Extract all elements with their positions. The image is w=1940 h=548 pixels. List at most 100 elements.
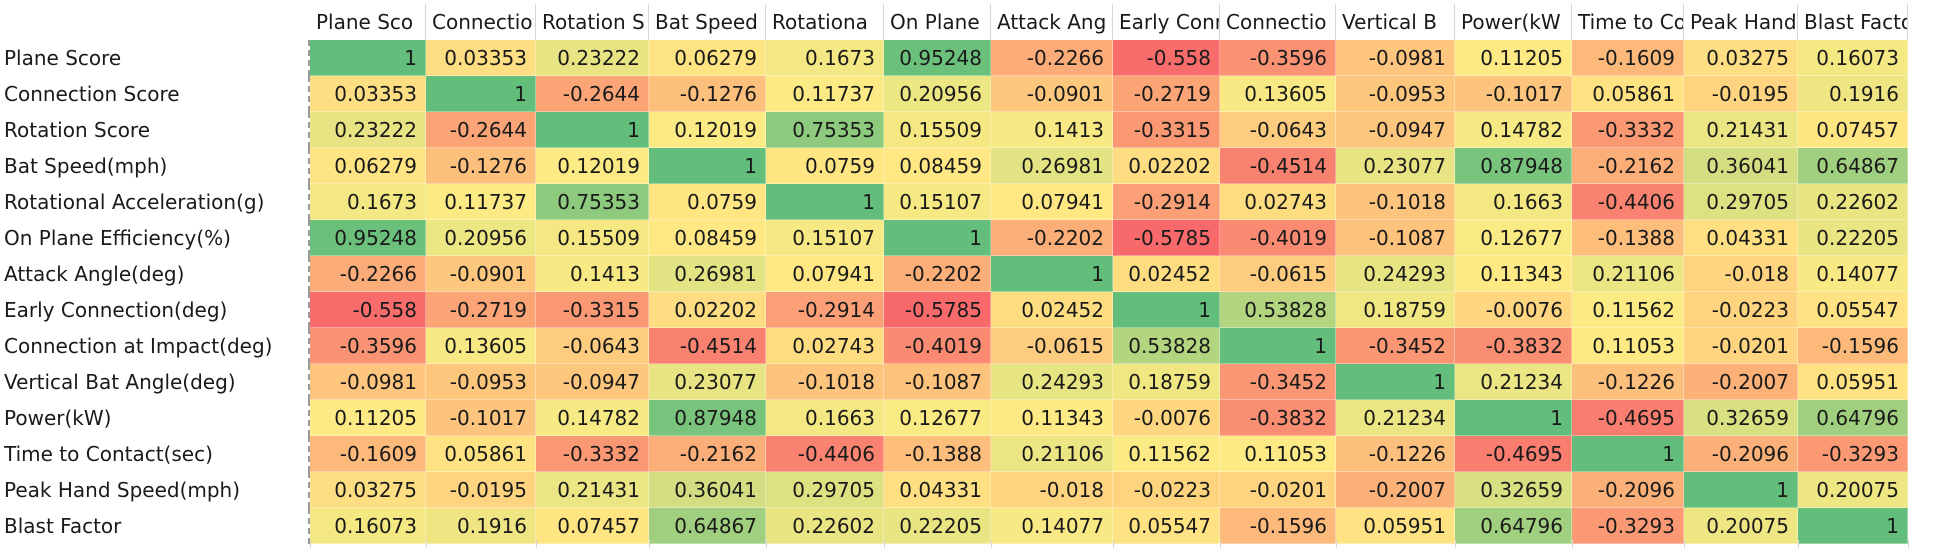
row-label: Time to Contact(sec)	[0, 436, 310, 472]
heatmap-cell: -0.0201	[1220, 472, 1336, 508]
heatmap-cell: 1	[1684, 472, 1798, 508]
heatmap-cell: 0.05547	[1113, 508, 1220, 544]
row-label: Bat Speed(mph)	[0, 148, 310, 184]
heatmap-cell: 0.05951	[1336, 508, 1455, 544]
column-header: Connectio	[426, 4, 536, 40]
heatmap-cell: 0.20956	[884, 76, 991, 112]
heatmap-cell: 1	[1455, 400, 1572, 436]
heatmap-cell: -0.1018	[766, 364, 884, 400]
heatmap-cell: 0.1663	[1455, 184, 1572, 220]
heatmap-cell: -0.018	[1684, 256, 1798, 292]
heatmap-cell: 0.11053	[1220, 436, 1336, 472]
heatmap-cell: 0.0759	[766, 148, 884, 184]
gridline	[1908, 540, 1909, 548]
heatmap-cell: -0.2096	[1572, 472, 1684, 508]
heatmap-cell: -0.558	[310, 292, 426, 328]
heatmap-cell: 0.16073	[310, 508, 426, 544]
heatmap-cell: -0.2202	[884, 256, 991, 292]
heatmap-cell: 0.03353	[426, 40, 536, 76]
heatmap-cell: 0.11205	[1455, 40, 1572, 76]
heatmap-cell: 0.53828	[1220, 292, 1336, 328]
heatmap-cell: -0.1596	[1798, 328, 1908, 364]
heatmap-cell: 0.36041	[649, 472, 766, 508]
gridline	[991, 540, 992, 548]
heatmap-cell: 0.14782	[1455, 112, 1572, 148]
heatmap-cell: 0.23077	[649, 364, 766, 400]
heatmap-cell: -0.1388	[884, 436, 991, 472]
row-label: Power(kW)	[0, 400, 310, 436]
heatmap-cell: 0.26981	[649, 256, 766, 292]
heatmap-cell: 0.11343	[991, 400, 1113, 436]
heatmap-cell: 0.53828	[1113, 328, 1220, 364]
heatmap-cell: 0.07941	[991, 184, 1113, 220]
heatmap-cell: 0.21234	[1336, 400, 1455, 436]
heatmap-cell: 0.24293	[1336, 256, 1455, 292]
gridline	[1113, 540, 1114, 548]
heatmap-cell: 0.29705	[766, 472, 884, 508]
heatmap-cell: 0.64867	[649, 508, 766, 544]
heatmap-cell: -0.1017	[426, 400, 536, 436]
heatmap-cell: 0.23077	[1336, 148, 1455, 184]
heatmap-cell: 0.23222	[310, 112, 426, 148]
heatmap-cell: -0.4695	[1455, 436, 1572, 472]
heatmap-cell: -0.2266	[991, 40, 1113, 76]
heatmap-cell: 0.1663	[766, 400, 884, 436]
heatmap-cell: -0.1276	[426, 148, 536, 184]
heatmap-cell: 0.0759	[649, 184, 766, 220]
column-header: Early Conn	[1113, 4, 1220, 40]
heatmap-cell: 0.12019	[536, 148, 649, 184]
column-header: Attack Ang	[991, 4, 1113, 40]
heatmap-cell: 0.36041	[1684, 148, 1798, 184]
heatmap-cell: 0.14782	[536, 400, 649, 436]
column-header: Power(kW	[1455, 4, 1572, 40]
gridline	[536, 540, 537, 548]
heatmap-cell: 0.95248	[310, 220, 426, 256]
heatmap-cell: -0.3315	[536, 292, 649, 328]
gridline	[649, 540, 650, 548]
heatmap-cell: 0.07457	[536, 508, 649, 544]
heatmap-cell: 1	[1336, 364, 1455, 400]
partial-next-row	[0, 540, 1940, 548]
heatmap-cell: 0.13605	[426, 328, 536, 364]
heatmap-cell: -0.0615	[1220, 256, 1336, 292]
heatmap-cell: 1	[1798, 508, 1908, 544]
gridline	[1572, 540, 1573, 548]
heatmap-cell: 0.1413	[991, 112, 1113, 148]
heatmap-cell: -0.1596	[1220, 508, 1336, 544]
heatmap-cell: -0.2719	[426, 292, 536, 328]
heatmap-cell: 1	[884, 220, 991, 256]
heatmap-cell: 0.75353	[766, 112, 884, 148]
heatmap-cell: 1	[766, 184, 884, 220]
heatmap-cell: 0.04331	[884, 472, 991, 508]
column-header: Plane Sco	[310, 4, 426, 40]
heatmap-cell: 0.22205	[884, 508, 991, 544]
heatmap-cell: 0.05861	[1572, 76, 1684, 112]
heatmap-cell: 0.07457	[1798, 112, 1908, 148]
heatmap-cell: 0.21106	[1572, 256, 1684, 292]
heatmap-cell: -0.2644	[426, 112, 536, 148]
heatmap-cell: 1	[991, 256, 1113, 292]
heatmap-cell: -0.1087	[884, 364, 991, 400]
column-header: Blast Factor	[1798, 4, 1908, 40]
heatmap-cell: -0.0901	[426, 256, 536, 292]
heatmap-cell: 0.1673	[766, 40, 884, 76]
heatmap-cell: -0.1609	[1572, 40, 1684, 76]
heatmap-cell: -0.4019	[1220, 220, 1336, 256]
heatmap-cell: -0.018	[991, 472, 1113, 508]
heatmap-cell: 0.03275	[1684, 40, 1798, 76]
heatmap-cell: 0.11737	[766, 76, 884, 112]
heatmap-cell: 0.05861	[426, 436, 536, 472]
heatmap-cell: 0.05547	[1798, 292, 1908, 328]
heatmap-cell: 0.23222	[536, 40, 649, 76]
heatmap-cell: 0.22602	[766, 508, 884, 544]
gridline	[426, 540, 427, 548]
heatmap-cell: 1	[536, 112, 649, 148]
heatmap-cell: -0.3452	[1220, 364, 1336, 400]
heatmap-cell: 0.11562	[1572, 292, 1684, 328]
heatmap-cell: 0.87948	[649, 400, 766, 436]
heatmap-cell: -0.1388	[1572, 220, 1684, 256]
row-label: Connection at Impact(deg)	[0, 328, 310, 364]
heatmap-cell: 0.20075	[1798, 472, 1908, 508]
heatmap-cell: -0.4406	[766, 436, 884, 472]
